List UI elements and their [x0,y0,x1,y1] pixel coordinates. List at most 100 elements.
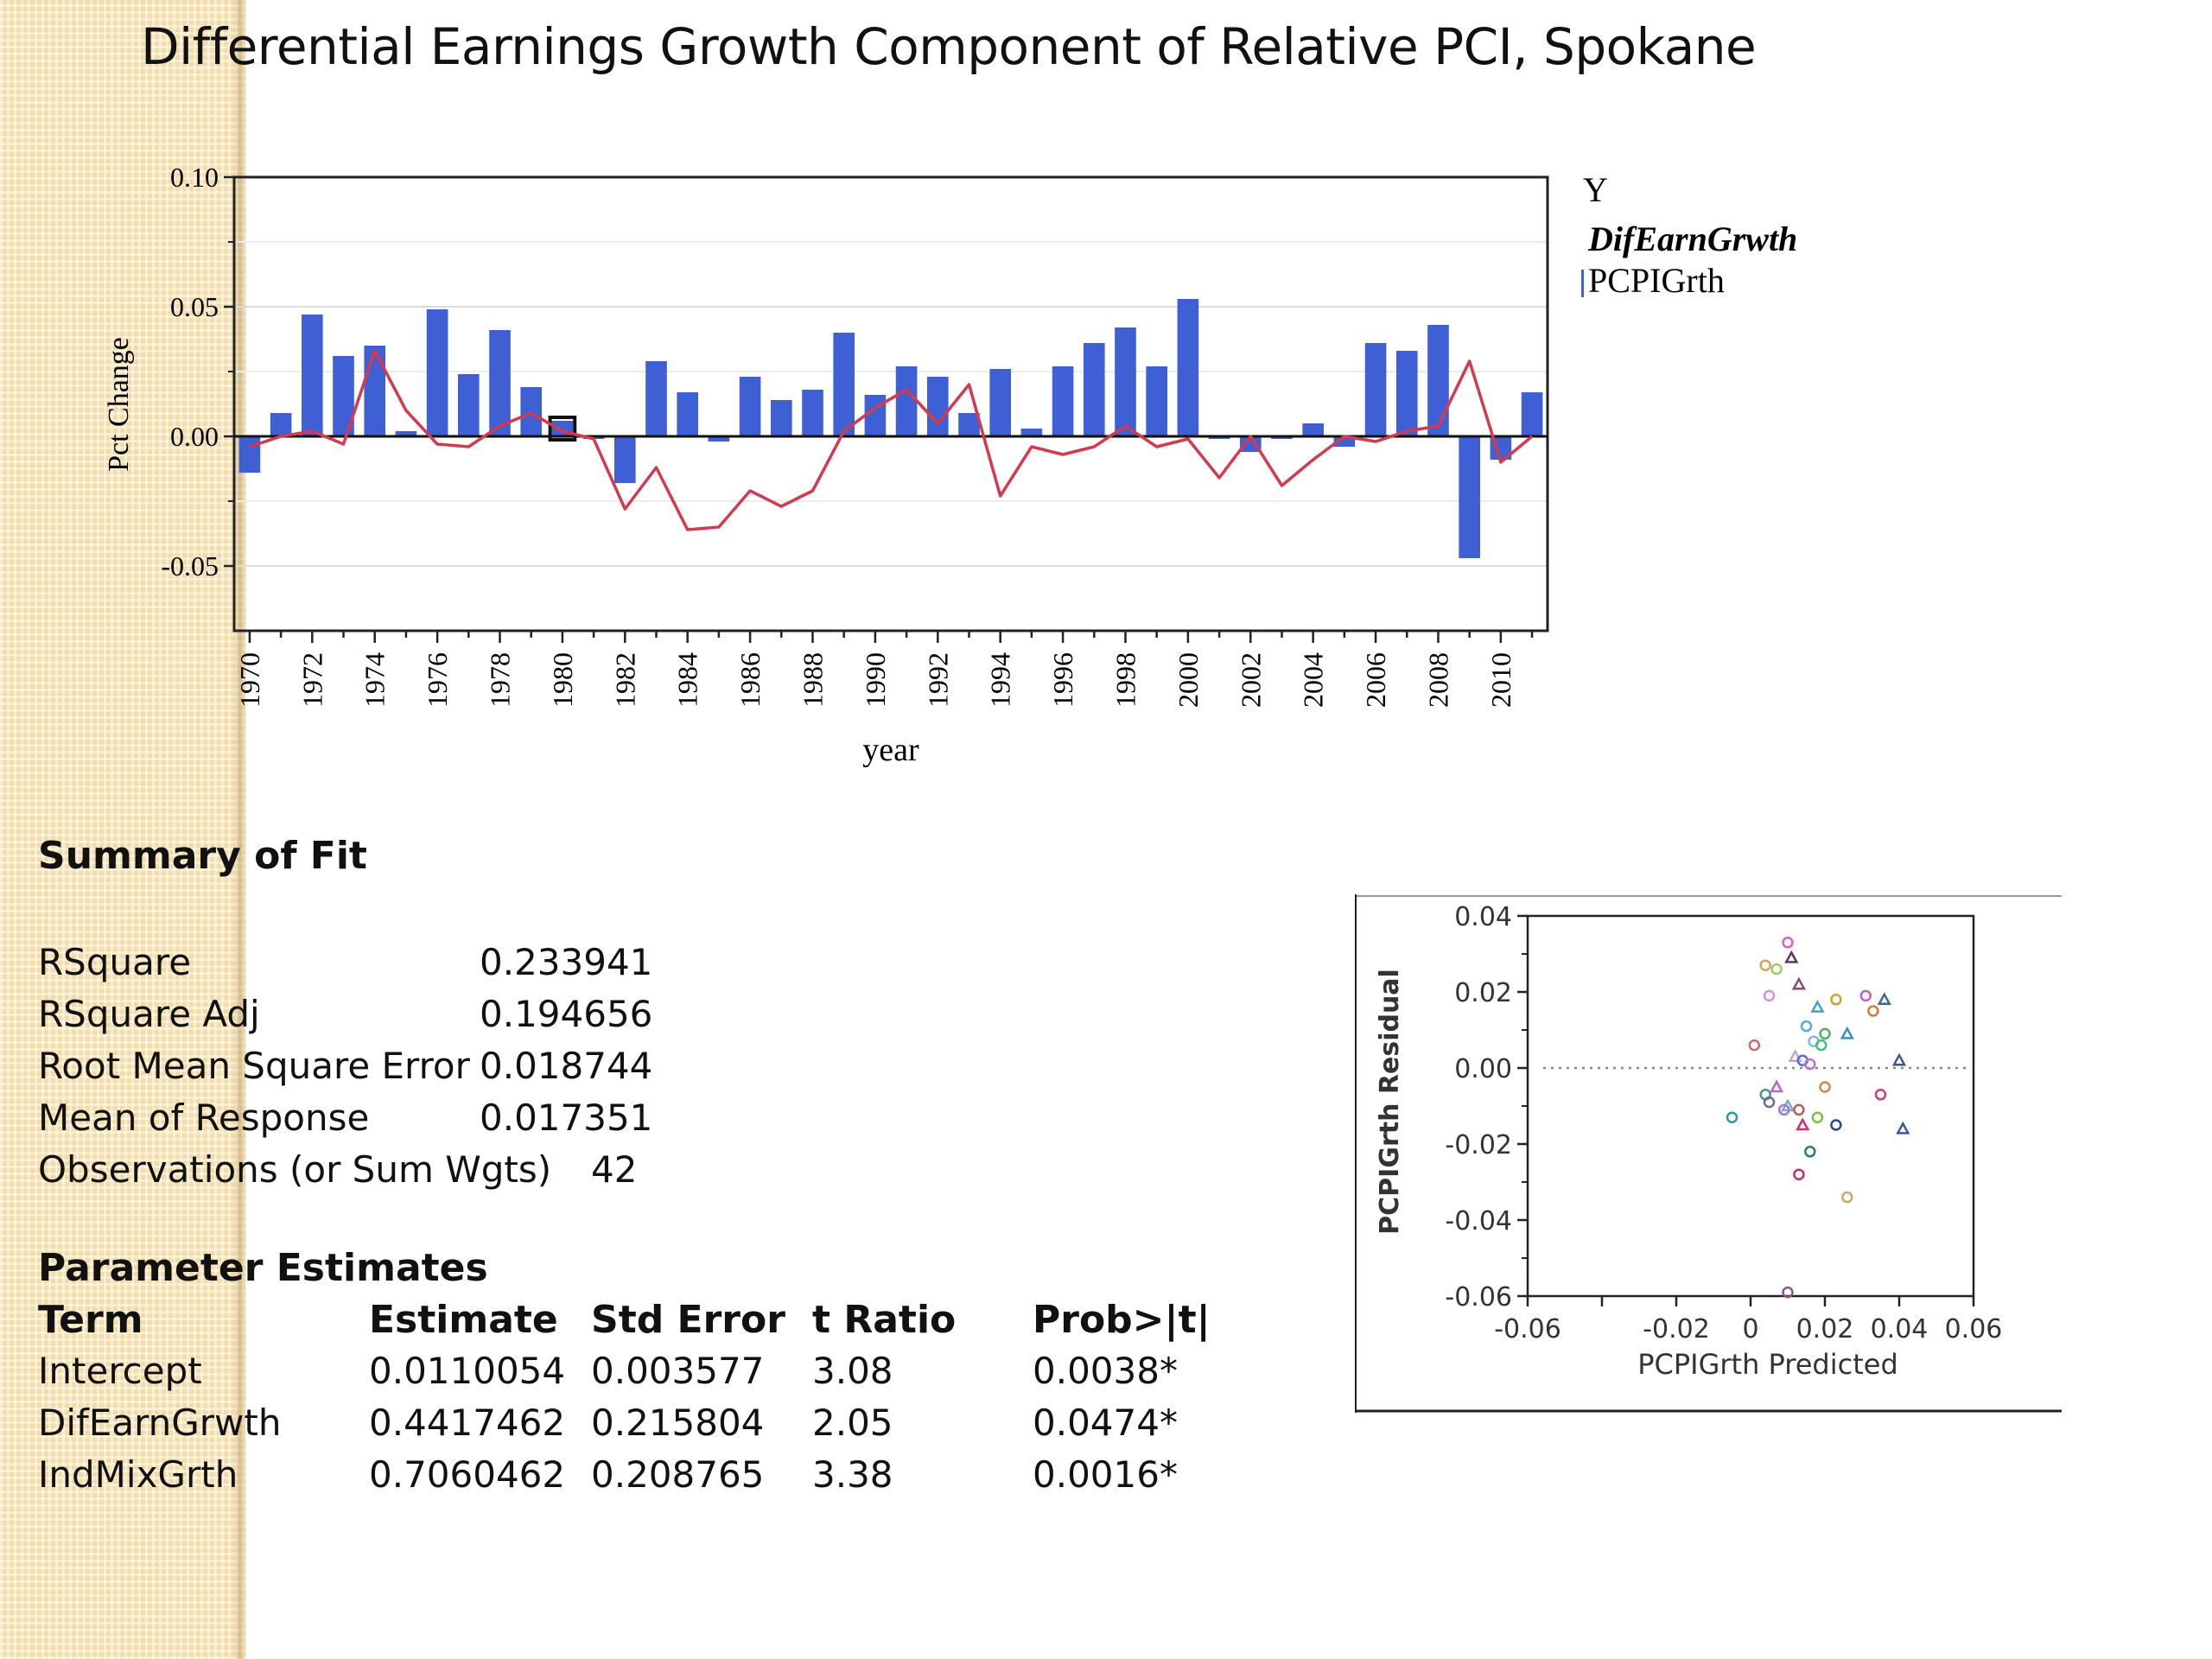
x-tick-label: 2008 [1422,652,1453,708]
observations-value: 42 [591,1148,638,1191]
rsquare-adj-label: RSquare Adj [38,993,260,1035]
scatter-point [1874,1089,1887,1101]
prob-indmixgrth: 0.0016* [1033,1453,1178,1496]
scatter-point [1811,1111,1824,1123]
bar-1997 [1083,343,1105,436]
y-axis-label: Pct Change [103,337,135,472]
scatter-y-tick-label: -0.04 [1445,1206,1512,1236]
t-ratio-intercept: 3.08 [812,1350,893,1392]
x-tick-label: 1976 [422,652,453,708]
scatter-point [1877,992,1891,1006]
bar-1977 [458,374,480,436]
scatter-y-tick-label: 0.00 [1454,1054,1512,1084]
scatter-point [1804,1146,1816,1158]
std-error-difearngrwth: 0.215804 [591,1402,765,1444]
term-intercept: Intercept [38,1350,202,1392]
scatter-point [1804,1058,1816,1071]
bar-1990 [864,395,887,436]
scatter-point [1770,963,1783,976]
x-axis-label: year [862,732,919,768]
line-series-pcpigrth [249,349,1534,531]
x-tick-label: 1994 [985,652,1016,708]
scatter-point [1830,1119,1842,1131]
x-tick-label: 2010 [1485,652,1516,708]
scatter-point [1796,1117,1810,1131]
scatter-point [1830,994,1842,1006]
bar-1983 [645,361,667,436]
t-ratio-indmixgrth: 3.38 [812,1453,893,1496]
scatter-x-axis-label: PCPIGrth Predicted [1637,1348,1898,1381]
scatter-point [1819,1081,1831,1093]
summary-of-fit-heading: Summary of Fit [38,834,367,878]
scatter-point [1784,950,1799,963]
scatter-x-tick-label: -0.06 [1494,1314,1561,1344]
x-tick-label: 1988 [798,652,829,708]
x-tick-label: 1974 [359,652,391,708]
scatter-x-tick-label: 0.04 [1871,1314,1929,1344]
term-difearngrwth: DifEarnGrwth [38,1402,282,1444]
scatter-y-tick-label: 0.02 [1454,978,1512,1008]
x-tick-label: 1998 [1109,652,1141,708]
scatter-x-tick-label: 0.06 [1945,1314,2003,1344]
legend-title: Y [1583,170,1608,209]
x-tick-label: 2000 [1173,652,1204,708]
scatter-point [1791,976,1807,990]
observations-label: Observations (or Sum Wgts) [38,1148,552,1191]
x-tick-label: 1986 [734,652,766,708]
x-tick-label: 1992 [922,652,953,708]
scatter-point [1815,1039,1827,1052]
bar-2008 [1427,325,1449,436]
bar-1988 [802,390,823,436]
scatter-x-tick-label: 0 [1742,1314,1758,1344]
rmse-label: Root Mean Square Error [38,1045,470,1087]
scatter-point [1748,1039,1761,1052]
rmse-value: 0.018744 [480,1045,653,1087]
mean-of-response-value: 0.017351 [480,1096,653,1139]
scatter-point [1896,1121,1910,1135]
bar-1995 [1020,429,1043,436]
scatter-point [1763,989,1776,1002]
scatter-point [1769,1079,1784,1093]
x-tick-label: 1970 [234,652,265,708]
bar-2006 [1364,343,1387,436]
bar-1970 [238,436,261,473]
estimate-intercept: 0.0110054 [369,1350,566,1392]
col-estimate: Estimate [369,1298,558,1342]
std-error-intercept: 0.003577 [591,1350,765,1392]
scatter-points [1726,937,1910,1299]
scatter-axes: 0.04 0.02 0.00 -0.02 -0.04 -0.06-0.06 -0.02 0 0.… [1445,902,2002,1344]
scatter-point [1810,999,1825,1013]
x-tick-label: 2006 [1360,652,1391,708]
scatter-x-tick-label: -0.02 [1643,1314,1710,1344]
scatter-point [1891,1052,1907,1066]
bar-1992 [926,377,949,436]
scatter-plot-frame [1526,914,1975,1298]
y-tick-label: 0.00 [170,421,219,452]
x-tick-label: 1990 [860,652,891,708]
bar-1986 [739,377,761,436]
scatter-point [1763,1096,1776,1109]
rsquare-label: RSquare [38,941,192,983]
x-tick-label: 1996 [1047,652,1078,708]
scatter-point [1840,1026,1854,1039]
bar-1989 [833,333,855,436]
scatter-point [1726,1111,1738,1123]
parameter-estimates-heading: Parameter Estimates [38,1246,488,1290]
x-tick-label: 1978 [485,652,516,708]
std-error-indmixgrth: 0.208765 [591,1453,765,1496]
col-t-ratio: t Ratio [812,1298,957,1342]
scatter-x-tick-label: 0.02 [1796,1314,1854,1344]
x-tick-label: 1982 [609,652,640,708]
legend-line-swatch-pcpigrth [1581,270,1584,297]
bar-1987 [770,400,792,436]
term-indmixgrth: IndMixGrth [38,1453,238,1496]
y-tick-label: 0.10 [170,162,219,193]
bar-2009 [1459,436,1480,558]
bar-2007 [1395,351,1418,436]
main-plot-frame [232,175,1549,632]
scatter-point [1867,1005,1879,1017]
x-tick-label: 1984 [672,652,703,708]
bar-1978 [489,330,511,436]
legend-item-pcpigrth: PCPIGrth [1588,261,1725,300]
scatter-point [1782,937,1794,949]
